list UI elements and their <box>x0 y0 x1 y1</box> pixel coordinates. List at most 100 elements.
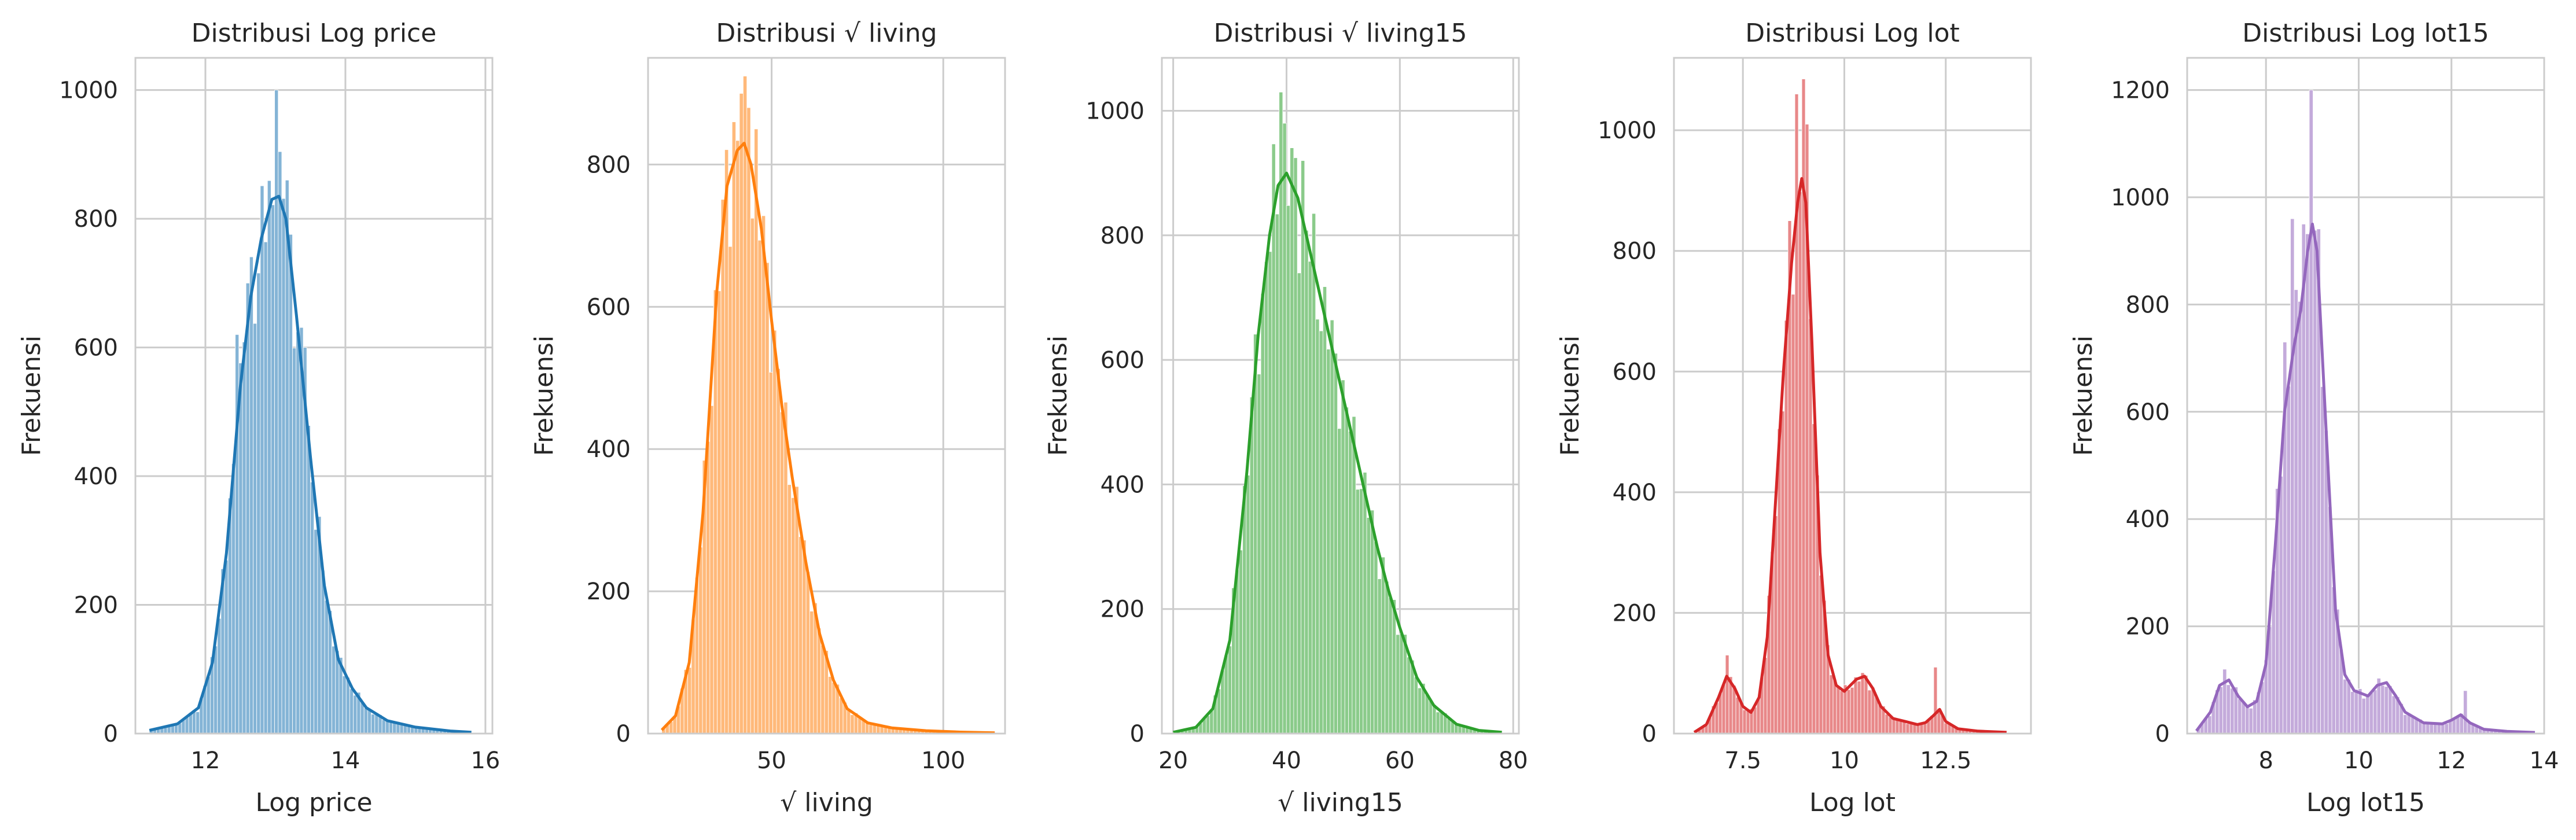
x-tick-label: 8 <box>2258 747 2273 774</box>
histogram-bar <box>2207 716 2212 734</box>
histogram-bar <box>321 570 325 734</box>
histogram-bar <box>2369 692 2373 734</box>
kde-line <box>149 194 472 734</box>
histogram-bar <box>292 348 297 734</box>
x-axis-label: √ living <box>780 788 873 817</box>
x-axis-label: Log lot <box>1809 788 1896 817</box>
histogram-bar <box>743 76 748 734</box>
histogram-bar <box>754 128 759 734</box>
histogram-bar <box>2433 724 2438 734</box>
axes-frame <box>1161 57 1520 735</box>
histogram-bar <box>1370 510 1375 734</box>
histogram-bar <box>794 486 799 734</box>
histogram-bar <box>2249 708 2253 734</box>
histogram-bar <box>1425 694 1429 734</box>
histogram-bar <box>256 272 261 734</box>
histogram-bar <box>731 121 737 734</box>
histogram-bar <box>2222 669 2227 734</box>
histogram-bar <box>1301 160 1305 734</box>
histogram-bar <box>1330 319 1334 734</box>
y-tick-label: 0 <box>1642 721 1657 747</box>
histogram-bar <box>342 676 347 734</box>
x-tick-label: 40 <box>1272 747 1301 774</box>
y-tick-label: 1000 <box>1598 117 1657 144</box>
histogram-bar <box>746 107 751 734</box>
y-tick-label: 600 <box>1613 359 1657 385</box>
x-tick-label: 10 <box>2344 747 2373 774</box>
histogram-bar <box>349 688 354 734</box>
histogram-bar <box>1308 261 1312 734</box>
histogram-bar <box>288 234 293 734</box>
x-tick-label: 20 <box>1158 747 1188 774</box>
histogram-bar <box>1249 396 1254 734</box>
histogram-bar <box>1432 704 1437 734</box>
histogram-bars <box>1694 79 2007 734</box>
histogram-bar <box>750 218 755 734</box>
histogram-bar <box>281 198 286 734</box>
y-tick-label: 800 <box>1101 223 1145 249</box>
histogram-bar <box>1888 716 1893 734</box>
histogram-bar <box>735 140 740 734</box>
histogram-bar <box>1878 704 1882 734</box>
histogram-bar <box>1312 213 1316 734</box>
histogram-bar <box>278 151 282 734</box>
histogram-bar <box>1436 712 1440 734</box>
y-axis-label: Frekuensi <box>1555 336 1585 456</box>
histogram-bar <box>717 290 722 734</box>
histogram-bar <box>787 484 792 734</box>
histogram-bar <box>1742 709 1747 734</box>
histogram-bar <box>371 714 376 734</box>
subplot-title: Distribusi √ living15 <box>1213 19 1467 48</box>
y-tick-label: 0 <box>616 721 631 747</box>
histogram-bar <box>1905 723 1910 734</box>
histogram-bar <box>231 463 235 734</box>
histogram-bar <box>816 628 822 734</box>
histogram-bar <box>1297 272 1301 734</box>
histogram-bar <box>363 708 368 734</box>
histogram-bar <box>1418 687 1422 734</box>
histogram-bar <box>2218 686 2223 734</box>
y-tick-label: 400 <box>2126 506 2170 533</box>
histogram-bar <box>698 547 703 734</box>
histogram-bar <box>1850 687 1854 734</box>
histogram-bar <box>765 262 770 734</box>
x-tick-label: 100 <box>921 747 965 774</box>
histogram-bar <box>185 717 189 734</box>
histogram-bar <box>739 93 744 734</box>
y-tick-label: 800 <box>587 152 631 178</box>
histogram-bar <box>1829 675 1834 734</box>
histogram-bar <box>306 425 311 734</box>
histogram-bar <box>869 724 873 734</box>
histogram-bar <box>2309 90 2313 734</box>
histogram-bar <box>1322 286 1327 734</box>
histogram-bar <box>1808 318 1813 734</box>
histogram-bar <box>1895 720 1900 734</box>
histogram-bar <box>1756 698 1761 734</box>
y-axis-label: Frekuensi <box>17 336 46 456</box>
histogram-bar <box>1326 349 1331 734</box>
histogram-bars <box>2196 90 2535 734</box>
histogram-bar <box>2230 688 2235 734</box>
histogram-bar <box>1290 148 1294 734</box>
histogram-bar <box>392 722 397 734</box>
histogram-bar <box>1205 715 1210 734</box>
histogram-bar <box>1319 330 1323 734</box>
histogram-bar <box>310 481 315 734</box>
subplot-3: 0 200 400 600 800 1000 20 40 60 80 Distribusi √ li… <box>1043 19 1528 817</box>
histogram-bar <box>267 180 271 734</box>
y-tick-label: 0 <box>2155 721 2170 747</box>
x-tick-label: 10 <box>1830 747 1859 774</box>
x-tick-label: 12 <box>2437 747 2466 774</box>
histogram-bar <box>1355 489 1360 734</box>
y-tick-label: 200 <box>587 579 631 605</box>
histogram-bar <box>271 204 275 734</box>
histogram-bar <box>1264 261 1269 734</box>
histogram-bar <box>1315 319 1320 734</box>
histogram-bar <box>1846 689 1851 734</box>
x-tick-label: 14 <box>2530 747 2559 774</box>
y-axis-label: Frekuensi <box>1043 336 1073 456</box>
histogram-bar <box>1735 697 1740 734</box>
histogram-bar <box>1279 91 1283 734</box>
histogram-bars <box>149 90 472 734</box>
